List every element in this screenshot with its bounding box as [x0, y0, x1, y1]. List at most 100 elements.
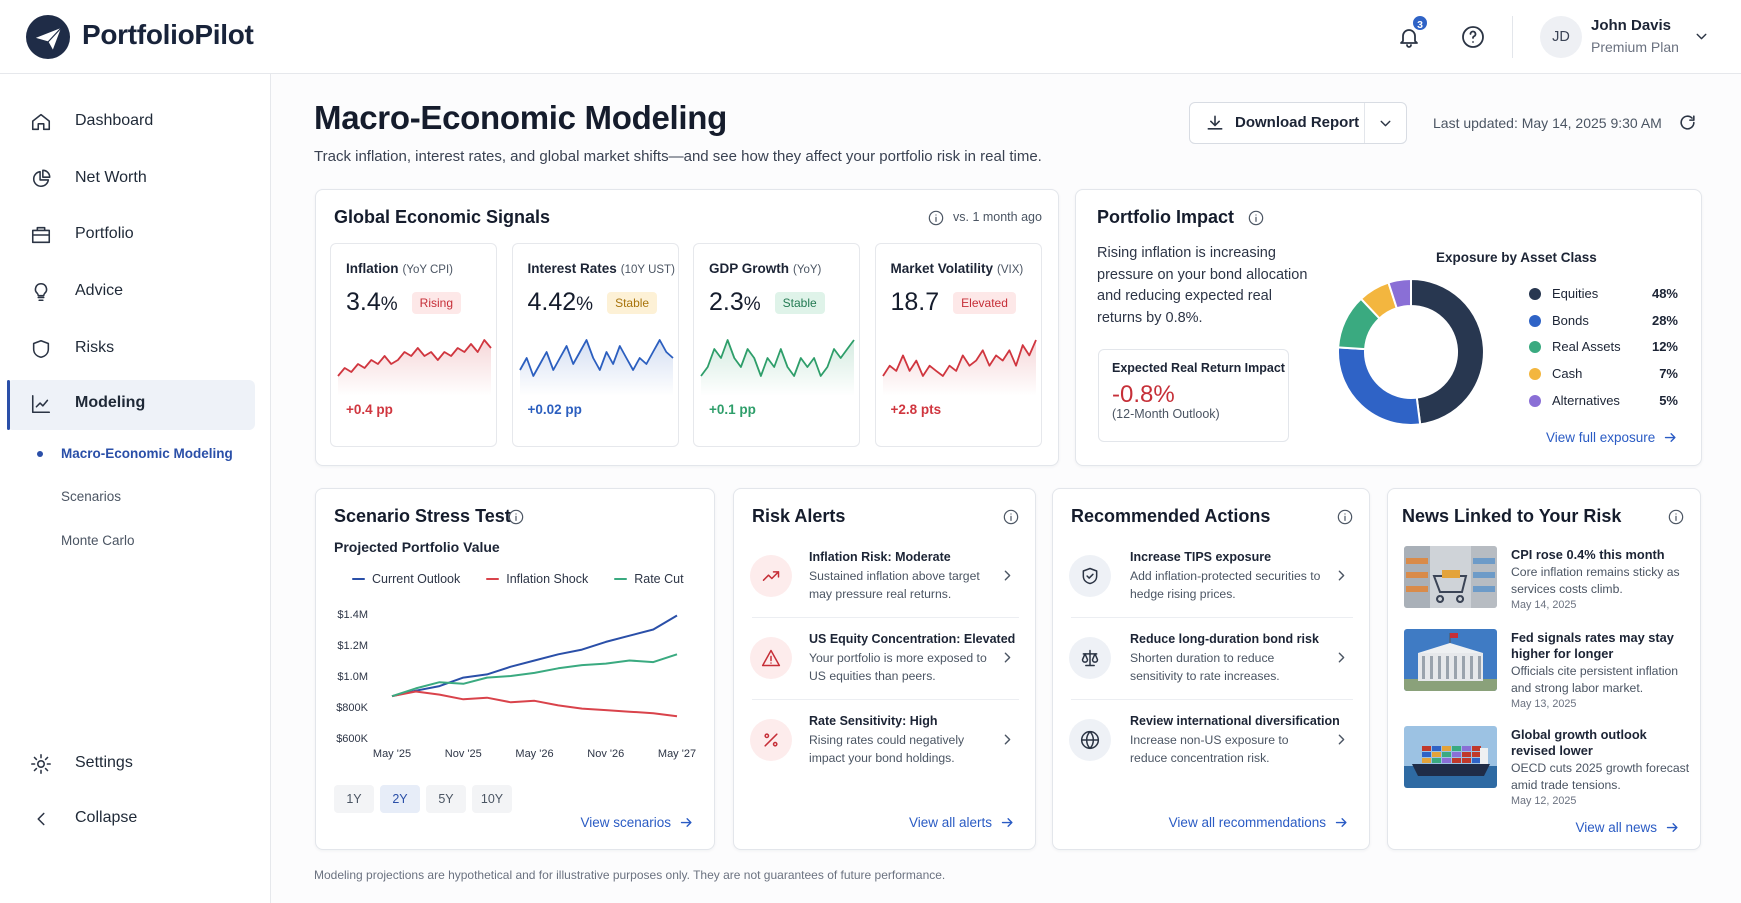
- info-icon: [508, 509, 524, 525]
- sub-nav-item[interactable]: Macro-Economic Modeling: [61, 446, 233, 461]
- link[interactable]: View all news: [1575, 820, 1680, 835]
- list-item[interactable]: Reduce long-duration bond risk Shorten du…: [1063, 620, 1361, 696]
- nav-item[interactable]: Settings: [75, 754, 133, 771]
- info-icon: [1668, 509, 1684, 525]
- item-icon-shape: [1080, 730, 1100, 750]
- shelf-items: [1406, 558, 1428, 564]
- list-item[interactable]: Rate Sensitivity: High Rising rates could…: [744, 702, 1027, 778]
- news-text: Fed signals rates may stay higher for lo…: [1511, 630, 1691, 710]
- list-item[interactable]: Inflation Risk: Moderate Sustained inflat…: [744, 538, 1027, 614]
- nav-icon: [31, 394, 51, 414]
- last-updated: Last updated: May 14, 2025 9:30 AM: [1433, 115, 1662, 131]
- link[interactable]: View full exposure: [1546, 430, 1678, 445]
- nav-item[interactable]: Net Worth: [75, 169, 147, 186]
- link-arrow-shape: [680, 818, 692, 827]
- list-item[interactable]: Review international diversification Incr…: [1063, 702, 1361, 778]
- signal-name-text: Interest Rates: [527, 261, 617, 276]
- list-item[interactable]: Increase TIPS exposure Add inflation-prot…: [1063, 538, 1361, 614]
- news-date: May 12, 2025: [1511, 795, 1577, 807]
- download-button[interactable]: Download Report: [1189, 102, 1407, 144]
- y-tick-label: $800K: [336, 702, 368, 714]
- container: [1422, 752, 1431, 757]
- signal-value: 18.7: [891, 288, 940, 317]
- signal-value-number: 2.3: [709, 288, 744, 316]
- signal-value-row: 4.42% Stable: [528, 288, 658, 317]
- avatar[interactable]: JD: [1540, 16, 1582, 58]
- logo-text[interactable]: PortfolioPilot: [82, 19, 254, 50]
- card-title: Global Economic Signals: [334, 207, 551, 227]
- signal-value: 3.4%: [346, 288, 398, 317]
- item-chevron-shape: [1338, 570, 1345, 581]
- nav-item[interactable]: Risks: [75, 339, 115, 356]
- y-tick-label: $1.2M: [337, 640, 368, 652]
- list-item[interactable]: US Equity Concentration: Elevated Your po…: [744, 620, 1027, 696]
- signal-change: +0.02 pp: [527, 402, 582, 417]
- container: [1462, 752, 1471, 757]
- actions-card: Recommended Actions Increase TIPS exposur…: [1052, 488, 1370, 850]
- nav-item[interactable]: Dashboard: [75, 112, 154, 129]
- link[interactable]: View all alerts: [909, 815, 1015, 830]
- item-title: Review international diversification: [1130, 714, 1340, 728]
- legend-swatch: [1529, 315, 1541, 327]
- link-text: View all alerts: [908, 815, 992, 830]
- legend-label: Cash: [1552, 366, 1583, 381]
- news-title: Global growth outlook revised lower: [1511, 727, 1647, 758]
- status-badge: Stable: [607, 291, 658, 314]
- legend-value: 5%: [1659, 393, 1678, 408]
- notifications-icon: [1400, 29, 1418, 48]
- signal-value-number: 3.4: [346, 288, 381, 316]
- nav-icon: [31, 113, 51, 131]
- news-thumbnail: [1404, 546, 1497, 608]
- link-text: View all news: [1575, 820, 1657, 835]
- item-icon-bg: [750, 555, 792, 597]
- link[interactable]: View all recommendations: [1169, 815, 1349, 830]
- roof: [1418, 643, 1483, 653]
- info-icon: [1248, 210, 1264, 226]
- thumb-ground: [1404, 679, 1497, 691]
- info-icon-shape: [1337, 509, 1353, 525]
- y-tick-label: $600K: [336, 733, 368, 745]
- sub-nav-item[interactable]: Scenarios: [61, 489, 122, 504]
- range-button[interactable]: 10Y: [472, 785, 512, 813]
- comparison-note: vs. 1 month ago: [953, 210, 1042, 224]
- legend-item: Current Outlook: [352, 572, 460, 586]
- series-line: [391, 653, 678, 698]
- range-button[interactable]: 1Y: [334, 785, 374, 813]
- news-item[interactable]: Fed signals rates may stay higher for lo…: [1398, 625, 1692, 710]
- notification-badge[interactable]: 3: [1411, 14, 1429, 32]
- range-button[interactable]: 5Y: [426, 785, 466, 813]
- item-icon: [1082, 567, 1098, 585]
- nav-item[interactable]: Advice: [75, 282, 124, 299]
- item-chevron-shape: [1004, 570, 1011, 581]
- news-item[interactable]: CPI rose 0.4% this month Core inflation r…: [1398, 542, 1692, 624]
- item-icon: [761, 649, 781, 667]
- range-button[interactable]: 2Y: [380, 785, 420, 813]
- item-divider: [752, 699, 1019, 700]
- link[interactable]: View scenarios: [580, 815, 694, 830]
- news-item[interactable]: Global growth outlook revised lower OECD …: [1398, 722, 1692, 807]
- nav-item[interactable]: Modeling: [75, 394, 146, 411]
- item-text: Sustained inflation above target may pre…: [809, 569, 980, 601]
- y-tick-label: $1.0M: [337, 671, 368, 683]
- nav-item[interactable]: Portfolio: [75, 225, 134, 242]
- nav-icon-shape: [31, 113, 51, 131]
- item-chevron-shape: [1004, 734, 1011, 745]
- item-text: Your portfolio is more exposed to US equ…: [809, 651, 987, 683]
- series-line: [391, 690, 678, 718]
- sparkline-line: [337, 339, 492, 377]
- donut-title: Exposure by Asset Class: [1436, 250, 1597, 265]
- sub-nav-item[interactable]: Monte Carlo: [61, 533, 135, 548]
- signal-value-number: 18.7: [890, 288, 940, 316]
- signal-value-suffix: %: [380, 294, 398, 315]
- column: [1454, 656, 1457, 679]
- item-icon-shape: [761, 649, 781, 667]
- legend-label: Rate Cut: [634, 572, 684, 586]
- legend-line: [486, 577, 500, 581]
- nav-item[interactable]: Collapse: [75, 809, 138, 826]
- nav-icon-shape: [32, 339, 50, 359]
- item-text: Add inflation-protected securities to he…: [1130, 569, 1321, 601]
- item-title: Rate Sensitivity: High: [809, 714, 938, 728]
- column: [1478, 656, 1481, 679]
- column: [1462, 656, 1465, 679]
- container: [1442, 746, 1451, 751]
